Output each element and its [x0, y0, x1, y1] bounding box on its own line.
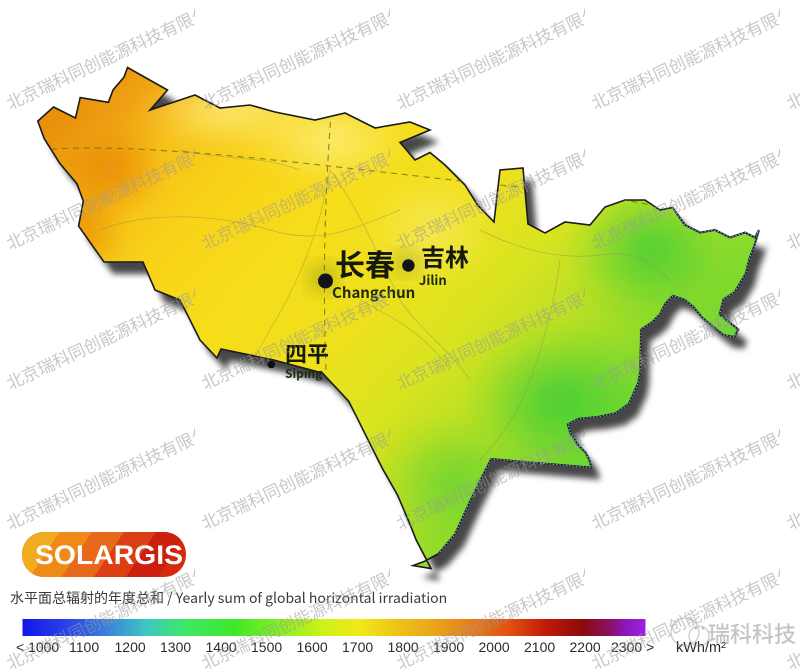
svg-text:2000: 2000 — [479, 639, 510, 655]
svg-text:1600: 1600 — [297, 639, 328, 655]
svg-text:1300: 1300 — [160, 639, 191, 655]
svg-text:1200: 1200 — [115, 639, 146, 655]
svg-text:SOLARGIS: SOLARGIS — [35, 540, 183, 570]
svg-text:1700: 1700 — [342, 639, 373, 655]
svg-text:1500: 1500 — [251, 639, 282, 655]
svg-text:1100: 1100 — [69, 639, 99, 655]
svg-text:瑞科科技: 瑞科科技 — [708, 617, 796, 649]
svg-text:2100: 2100 — [524, 639, 555, 655]
svg-text:1900: 1900 — [433, 639, 464, 655]
svg-text:2300 >: 2300 > — [611, 639, 654, 655]
svg-text:1800: 1800 — [388, 639, 419, 655]
svg-text:1400: 1400 — [206, 639, 237, 655]
svg-text:< 1000: < 1000 — [16, 639, 59, 655]
svg-text:水平面总辐射的年度总和 / Yearly sum of gl: 水平面总辐射的年度总和 / Yearly sum of global horiz… — [10, 588, 447, 608]
svg-text:2200: 2200 — [570, 639, 601, 655]
